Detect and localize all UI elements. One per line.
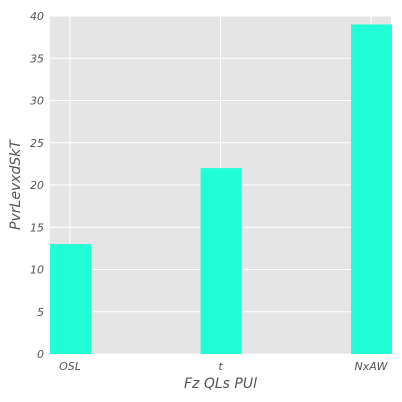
y-tick-label: 25 xyxy=(30,137,44,150)
x-tick-label: t xyxy=(218,360,223,373)
y-tick-label: 40 xyxy=(30,10,44,23)
y-tick-label: 30 xyxy=(30,95,44,108)
x-tick-label: NxAW xyxy=(355,360,389,373)
x-tick-labels: OSL t NxAW xyxy=(59,360,388,373)
bar xyxy=(200,168,242,354)
y-tick-label: 20 xyxy=(30,179,44,192)
bar xyxy=(50,244,91,354)
x-tick-label: OSL xyxy=(59,360,81,373)
y-tick-label: 15 xyxy=(30,221,44,234)
y-axis-title: PvrLevxdSkT xyxy=(8,139,24,230)
y-tick-labels: 0 5 10 15 20 25 30 35 40 xyxy=(30,10,44,361)
y-tick-label: 35 xyxy=(30,52,44,65)
x-axis-title: Fz QLs PUl xyxy=(184,376,257,392)
y-tick-label: 5 xyxy=(37,306,44,319)
y-tick-label: 0 xyxy=(37,348,44,361)
bar xyxy=(351,24,392,354)
bars xyxy=(50,24,392,354)
y-tick-label: 10 xyxy=(30,264,44,277)
